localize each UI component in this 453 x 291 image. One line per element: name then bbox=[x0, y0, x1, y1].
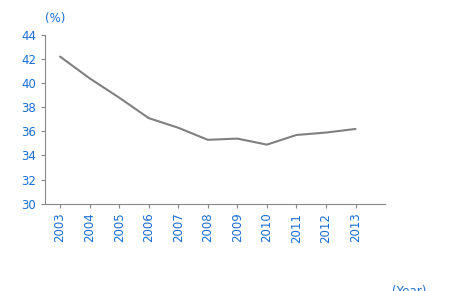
Text: (%): (%) bbox=[45, 12, 66, 25]
Text: (Year): (Year) bbox=[392, 285, 426, 291]
